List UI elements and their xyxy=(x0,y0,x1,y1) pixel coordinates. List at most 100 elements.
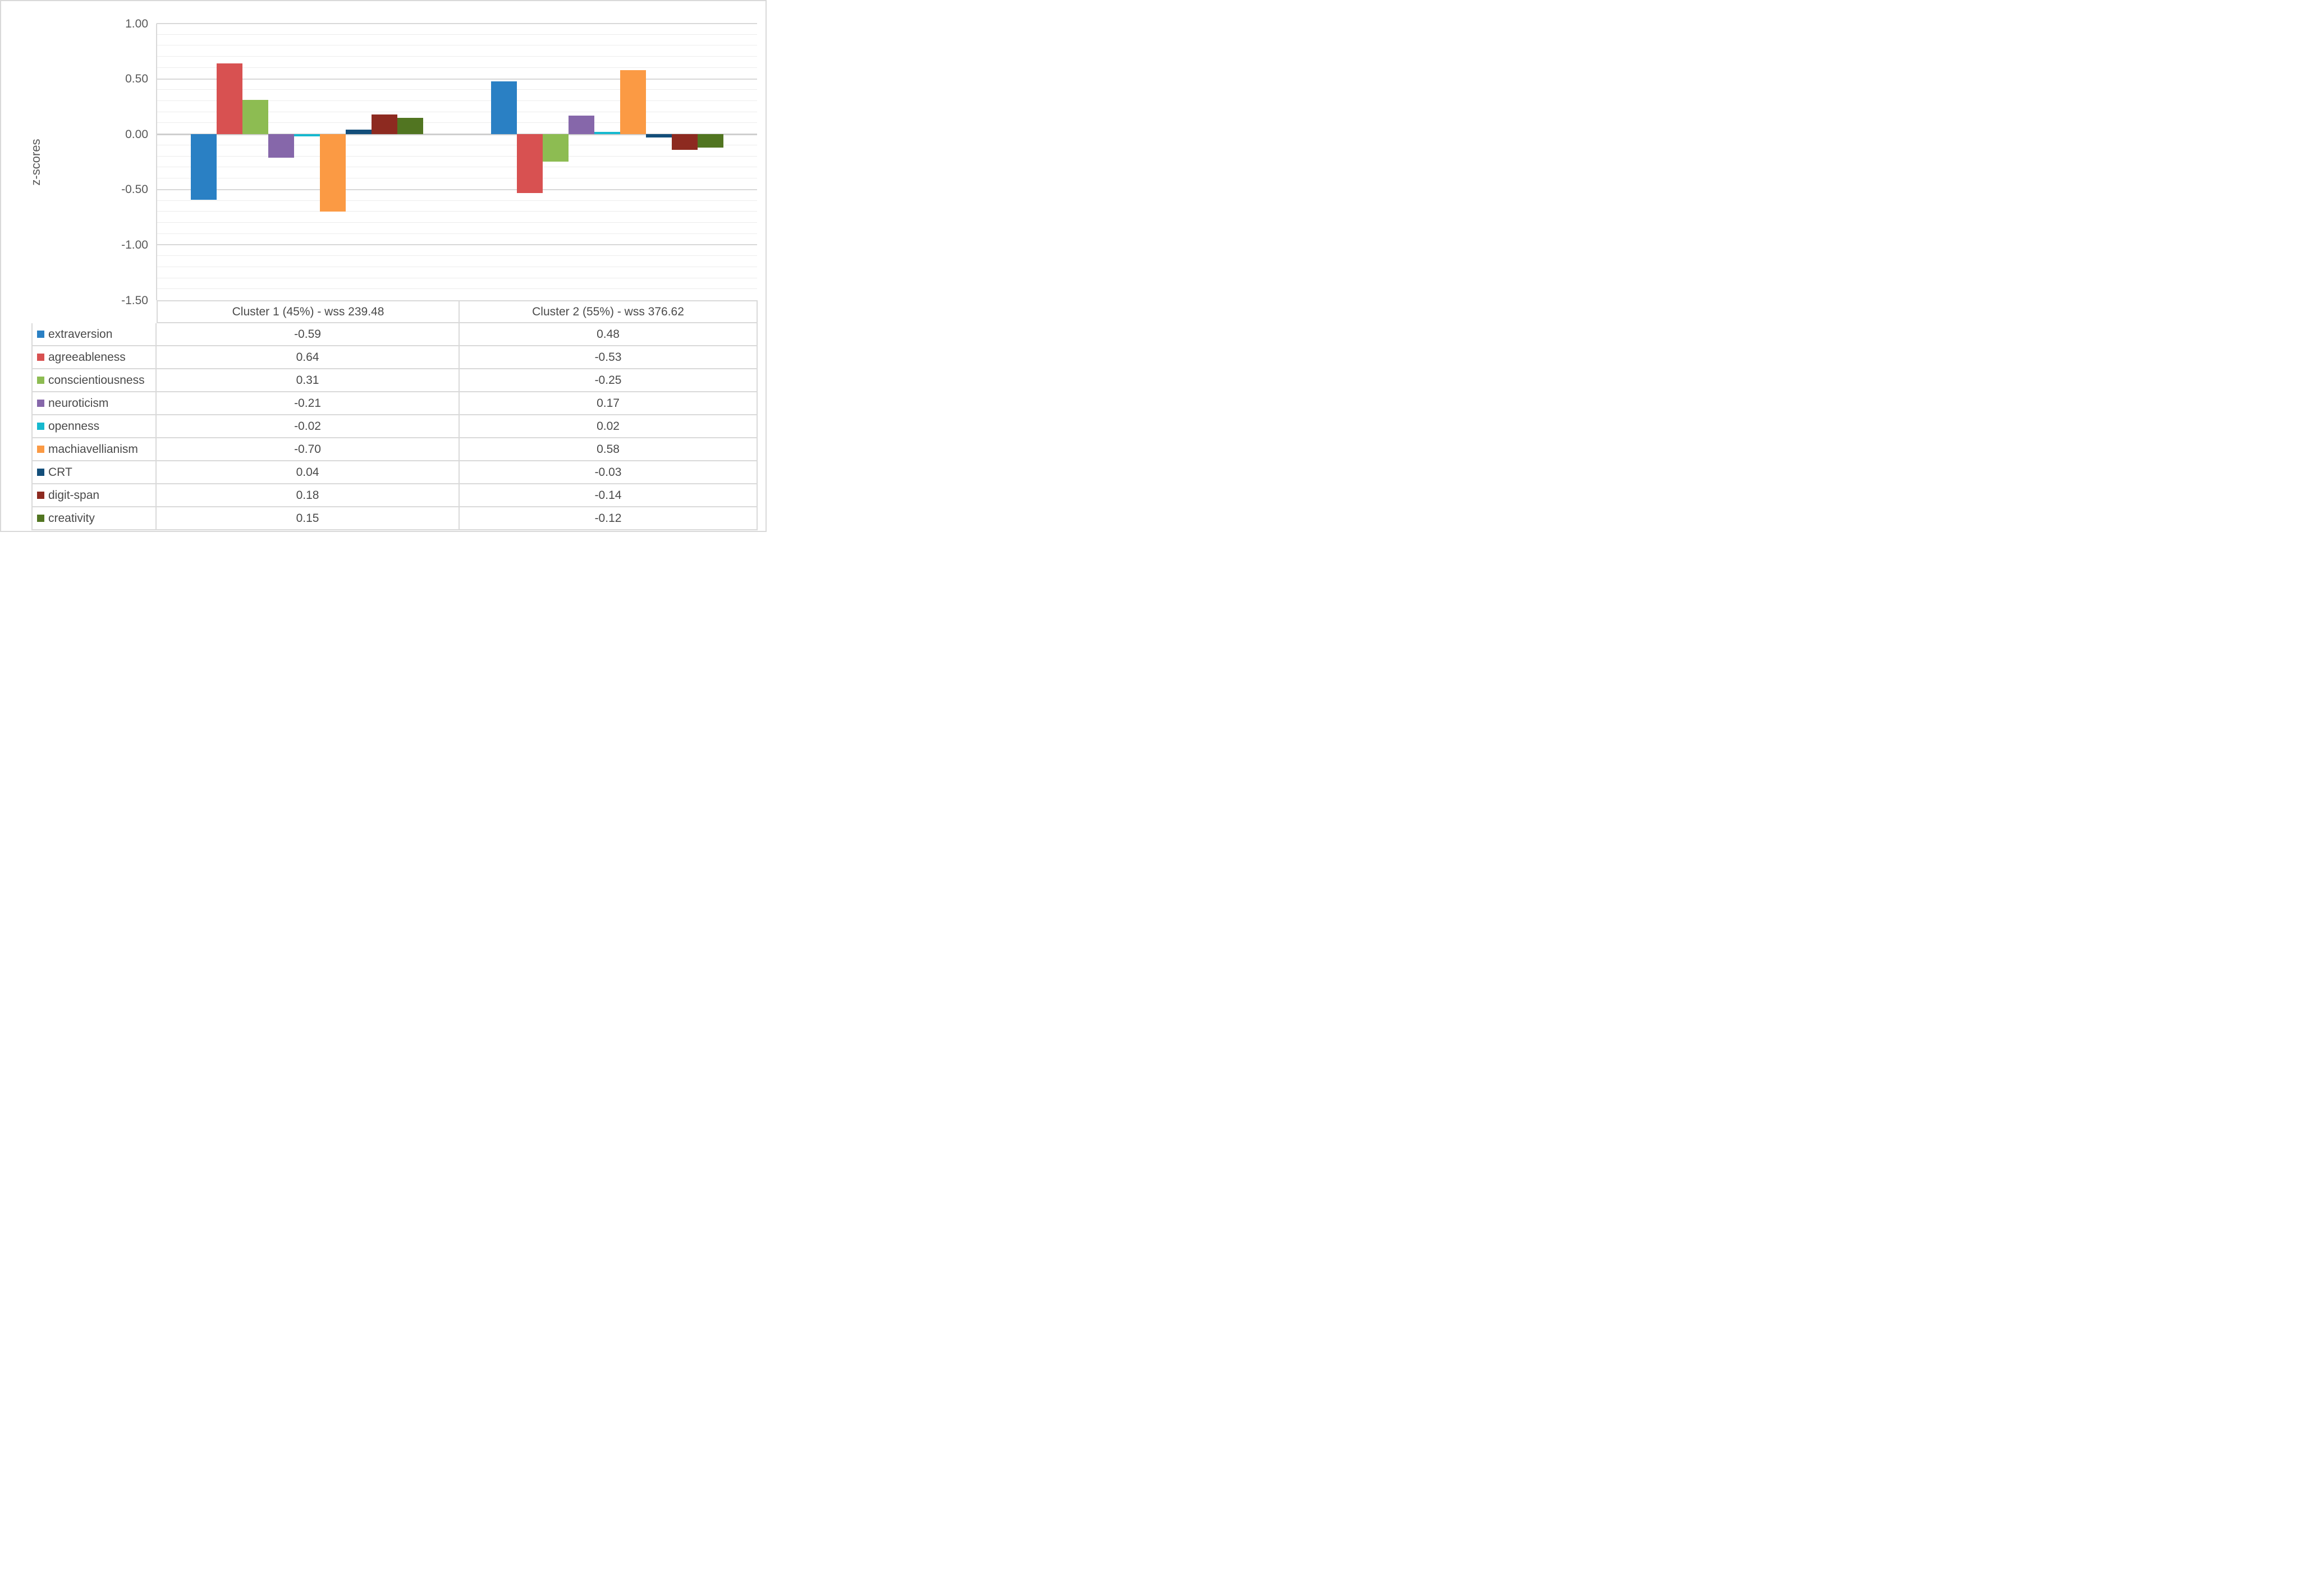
row-label-text: openness xyxy=(48,419,100,433)
y-tick-label: 1.00 xyxy=(125,17,148,30)
clustered-bar-chart-with-table: z-scores 1.00 0.50 0.00 -0.50 -1.00 -1.50 Clu… xyxy=(0,0,767,532)
bar-machiavellianism-cluster1 xyxy=(319,134,346,212)
table-row: agreeableness 0.64 -0.53 xyxy=(31,346,758,369)
bar-CRT-cluster1 xyxy=(345,130,372,135)
y-tick-label: -1.00 xyxy=(121,238,148,251)
y-tick-label: 0.00 xyxy=(125,127,148,141)
bar-neuroticism-cluster1 xyxy=(268,134,294,158)
row-label-extraversion: extraversion xyxy=(31,323,157,346)
gridline xyxy=(157,189,757,190)
gridline xyxy=(157,155,757,157)
value-openness-cluster1: -0.02 xyxy=(157,415,460,438)
gridline xyxy=(157,122,757,123)
gridline xyxy=(157,211,757,212)
table-row: neuroticism -0.21 0.17 xyxy=(31,392,758,415)
bar-openness-cluster1 xyxy=(294,134,320,137)
bar-openness-cluster2 xyxy=(594,132,620,135)
gridline xyxy=(157,200,757,201)
row-label-machiavellianism: machiavellianism xyxy=(31,438,157,461)
row-label-creativity: creativity xyxy=(31,507,157,530)
gridline xyxy=(157,233,757,234)
bar-conscientiousness-cluster2 xyxy=(542,134,569,162)
row-label-openness: openness xyxy=(31,415,157,438)
row-label-digit-span: digit-span xyxy=(31,484,157,507)
table-row: digit-span 0.18 -0.14 xyxy=(31,484,758,507)
value-openness-cluster2: 0.02 xyxy=(460,415,758,438)
gridline xyxy=(157,133,757,135)
value-agreeableness-cluster2: -0.53 xyxy=(460,346,758,369)
value-agreeableness-cluster1: 0.64 xyxy=(157,346,460,369)
gridline xyxy=(157,255,757,256)
gridline xyxy=(157,23,757,24)
legend-swatch-conscientiousness xyxy=(37,377,44,384)
value-machiavellianism-cluster1: -0.70 xyxy=(157,438,460,461)
row-label-neuroticism: neuroticism xyxy=(31,392,157,415)
row-label-text: neuroticism xyxy=(48,396,109,410)
value-creativity-cluster2: -0.12 xyxy=(460,507,758,530)
legend-swatch-extraversion xyxy=(37,331,44,338)
value-creativity-cluster1: 0.15 xyxy=(157,507,460,530)
bar-conscientiousness-cluster1 xyxy=(242,100,268,135)
row-label-text: conscientiousness xyxy=(48,373,145,387)
gridline xyxy=(157,222,757,223)
bar-CRT-cluster2 xyxy=(645,134,672,138)
value-extraversion-cluster2: 0.48 xyxy=(460,323,758,346)
gridline xyxy=(157,244,757,246)
table-header-cluster2: Cluster 2 (55%) - wss 376.62 xyxy=(460,300,758,323)
y-tick-label: 0.50 xyxy=(125,72,148,86)
table-row: machiavellianism -0.70 0.58 xyxy=(31,438,758,461)
table-header-cluster1: Cluster 1 (45%) - wss 239.48 xyxy=(157,300,460,323)
value-digit-span-cluster1: 0.18 xyxy=(157,484,460,507)
table-row: conscientiousness 0.31 -0.25 xyxy=(31,369,758,392)
y-tick-label: -1.50 xyxy=(121,293,148,307)
gridline xyxy=(157,67,757,68)
table-row: CRT 0.04 -0.03 xyxy=(31,461,758,484)
legend-swatch-creativity xyxy=(37,515,44,522)
gridline xyxy=(157,78,757,80)
y-axis-line xyxy=(156,24,157,300)
bar-extraversion-cluster2 xyxy=(491,81,517,135)
gridline xyxy=(157,89,757,90)
table-row: extraversion -0.59 0.48 xyxy=(31,323,758,346)
value-CRT-cluster1: 0.04 xyxy=(157,461,460,484)
value-extraversion-cluster1: -0.59 xyxy=(157,323,460,346)
value-CRT-cluster2: -0.03 xyxy=(460,461,758,484)
value-conscientiousness-cluster2: -0.25 xyxy=(460,369,758,392)
table-row: creativity 0.15 -0.12 xyxy=(31,507,758,530)
value-machiavellianism-cluster2: 0.58 xyxy=(460,438,758,461)
legend-swatch-agreeableness xyxy=(37,354,44,361)
legend-swatch-CRT xyxy=(37,469,44,476)
bar-neuroticism-cluster2 xyxy=(568,115,594,135)
row-label-text: machiavellianism xyxy=(48,442,138,456)
bar-digit-span-cluster2 xyxy=(671,134,698,150)
value-neuroticism-cluster2: 0.17 xyxy=(460,392,758,415)
y-axis-title: z-scores xyxy=(29,139,43,186)
value-neuroticism-cluster1: -0.21 xyxy=(157,392,460,415)
row-label-agreeableness: agreeableness xyxy=(31,346,157,369)
gridline xyxy=(157,288,757,290)
bar-digit-span-cluster1 xyxy=(371,114,397,135)
gridline xyxy=(157,100,757,102)
bar-extraversion-cluster1 xyxy=(190,134,217,200)
bar-agreeableness-cluster1 xyxy=(216,63,242,135)
gridline xyxy=(157,56,757,57)
legend-swatch-neuroticism xyxy=(37,400,44,407)
legend-swatch-openness xyxy=(37,423,44,430)
y-tick-label: -0.50 xyxy=(121,183,148,196)
value-digit-span-cluster2: -0.14 xyxy=(460,484,758,507)
row-label-text: digit-span xyxy=(48,488,100,502)
value-conscientiousness-cluster1: 0.31 xyxy=(157,369,460,392)
row-label-text: extraversion xyxy=(48,327,113,341)
bar-creativity-cluster2 xyxy=(697,134,723,148)
row-label-text: CRT xyxy=(48,465,72,479)
bar-creativity-cluster1 xyxy=(397,117,423,135)
bar-agreeableness-cluster2 xyxy=(516,134,543,193)
bar-machiavellianism-cluster2 xyxy=(620,70,646,135)
table-header-row: Cluster 1 (45%) - wss 239.48 Cluster 2 (… xyxy=(31,300,758,323)
table-body: extraversion -0.59 0.48 agreeableness 0.64 -0… xyxy=(31,323,758,530)
row-label-text: agreeableness xyxy=(48,350,126,364)
data-table: Cluster 1 (45%) - wss 239.48 Cluster 2 (… xyxy=(31,300,758,530)
row-label-conscientiousness: conscientiousness xyxy=(31,369,157,392)
table-row: openness -0.02 0.02 xyxy=(31,415,758,438)
legend-swatch-digit-span xyxy=(37,492,44,499)
